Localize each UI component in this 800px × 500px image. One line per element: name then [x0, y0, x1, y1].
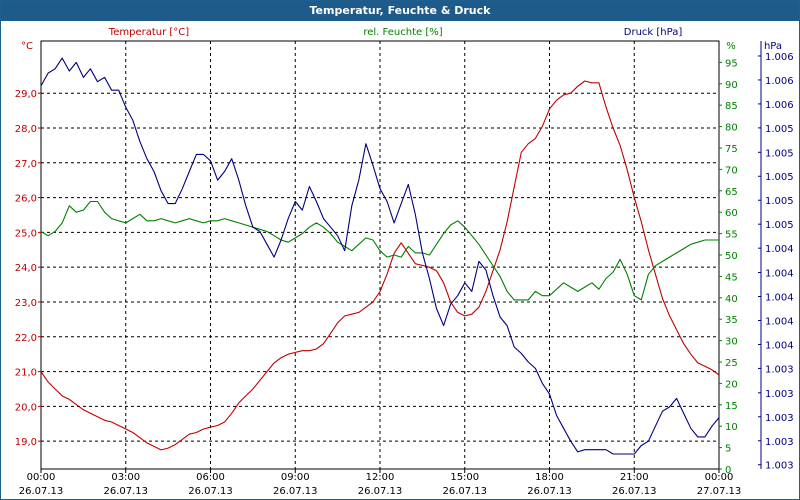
pressure-tick-label: 1.005 [765, 220, 794, 231]
x-tick-date: 26.07.13 [273, 486, 318, 497]
temperature-axis-label: Temperatur [°C] [108, 27, 189, 38]
series-group [40, 57, 720, 455]
plot-frame [40, 40, 720, 470]
humidity-tick-label: 30 [725, 337, 738, 348]
humidity-tick-label: 35 [725, 315, 738, 326]
humidity-tick-label: 65 [725, 187, 738, 198]
x-tick-date: 26.07.13 [612, 486, 657, 497]
pressure-tick-label: 1.004 [765, 293, 794, 304]
temperature-tick-label: 28,0 [15, 124, 37, 135]
series-line-humidity [40, 200, 719, 301]
x-tick-date: 26.07.13 [442, 486, 487, 497]
x-tick-date: 26.07.13 [358, 486, 403, 497]
humidity-tick-label: 75 [725, 144, 738, 155]
x-tick-date: 26.07.13 [103, 486, 148, 497]
temperature-unit: °C [21, 41, 33, 52]
pressure-tick-label: 1.003 [765, 413, 794, 424]
x-tick-time: 00:00 [705, 472, 734, 483]
pressure-tick-label: 1.003 [765, 389, 794, 400]
humidity-tick-label: 15 [725, 401, 738, 412]
humidity-tick-label: 25 [725, 358, 738, 369]
humidity-tick-label: 85 [725, 101, 738, 112]
temperature-tick-label: 24,0 [15, 263, 37, 274]
temperature-tick-label: 23,0 [15, 298, 37, 309]
series-line-temperature [40, 80, 720, 451]
humidity-tick-label: 60 [725, 208, 738, 219]
pressure-tick-label: 1.003 [765, 364, 794, 375]
x-tick-date: 27.07.13 [697, 486, 742, 497]
temperature-tick-label: 22,0 [15, 333, 37, 344]
pressure-tick-label: 1.006 [765, 76, 794, 87]
series-line-pressure [40, 57, 720, 455]
temperature-tick-label: 25,0 [15, 228, 37, 239]
humidity-tick-label: 40 [725, 294, 738, 305]
x-tick-time: 03:00 [111, 472, 140, 483]
pressure-tick-label: 1.004 [765, 244, 794, 255]
humidity-tick-label: 10 [725, 422, 738, 433]
x-tick-date: 26.07.13 [527, 486, 572, 497]
pressure-unit: hPa [764, 41, 782, 52]
humidity-axis-label: rel. Feuchte [%] [363, 27, 442, 38]
pressure-tick-label: 1.006 [765, 100, 794, 111]
humidity-tick-label: 80 [725, 123, 738, 134]
x-tick-time: 18:00 [535, 472, 564, 483]
x-tick-date: 26.07.13 [19, 486, 64, 497]
axis-labels: 00:00 26.07.13 03:00 26.07.13 06:00 26.07.13 0… [15, 27, 794, 497]
x-tick-date: 26.07.13 [188, 486, 233, 497]
humidity-unit: % [726, 41, 736, 52]
humidity-tick-label: 20 [725, 379, 738, 390]
humidity-tick-label: 0 [725, 465, 731, 476]
pressure-tick-label: 1.004 [765, 340, 794, 351]
grid [41, 41, 719, 469]
x-tick-time: 09:00 [281, 472, 310, 483]
pressure-tick-label: 1.003 [765, 461, 794, 472]
pressure-tick-label: 1.005 [765, 148, 794, 159]
humidity-tick-label: 5 [725, 444, 731, 455]
pressure-tick-label: 1.005 [765, 172, 794, 183]
pressure-tick-label: 1.003 [765, 437, 794, 448]
pressure-tick-label: 1.004 [765, 269, 794, 280]
x-tick-time: 15:00 [450, 472, 479, 483]
temperature-tick-label: 21,0 [15, 368, 37, 379]
x-tick-time: 00:00 [27, 472, 56, 483]
humidity-tick-label: 45 [725, 272, 738, 283]
x-tick-time: 06:00 [196, 472, 225, 483]
temperature-tick-label: 26,0 [15, 194, 37, 205]
x-tick-time: 21:00 [620, 472, 649, 483]
temperature-tick-label: 20,0 [15, 402, 37, 413]
humidity-tick-label: 55 [725, 230, 738, 241]
pressure-axis-label: Druck [hPa] [624, 27, 683, 38]
temperature-tick-label: 19,0 [15, 437, 37, 448]
pressure-tick-label: 1.004 [765, 316, 794, 327]
pressure-tick-label: 1.005 [765, 196, 794, 207]
humidity-tick-label: 90 [725, 80, 738, 91]
axes [38, 40, 762, 473]
x-tick-time: 12:00 [366, 472, 395, 483]
humidity-tick-label: 95 [725, 58, 738, 69]
pressure-tick-label: 1.006 [765, 52, 794, 63]
pressure-tick-label: 1.005 [765, 124, 794, 135]
temperature-tick-label: 29,0 [15, 89, 37, 100]
chart-title: Temperatur, Feuchte & Druck [1, 1, 799, 21]
humidity-tick-label: 70 [725, 165, 738, 176]
humidity-tick-label: 50 [725, 251, 738, 262]
temperature-tick-label: 27,0 [15, 159, 37, 170]
